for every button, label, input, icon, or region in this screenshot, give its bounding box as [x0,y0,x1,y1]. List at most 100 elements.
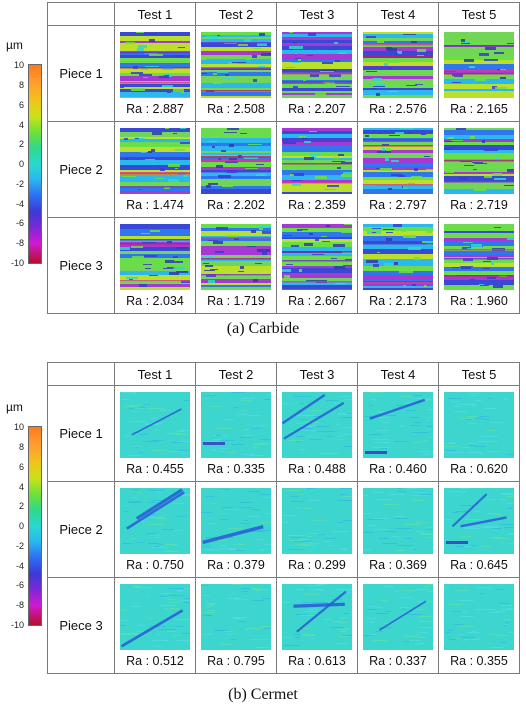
column-header: Test 4 [357,2,439,26]
ra-value: Ra : 0.460 [369,462,427,476]
colorbar-tick: 10 [13,60,24,70]
colorbar-tick: -10 [10,620,24,630]
colorbar-tick: 2 [18,501,24,511]
ra-value: Ra : 2.034 [126,294,184,308]
measurement-cell: Ra : 2.165 [438,25,520,122]
column-header: Test 5 [438,2,520,26]
ra-value: Ra : 0.455 [126,462,184,476]
surface-map-image [201,488,271,554]
carbide-panel: µm 10 8 6 4 2 0 -2 -4 -6 -8 -10 Test 1 T… [0,0,526,350]
measurement-cell: Ra : 1.719 [195,217,277,314]
measurement-cell: Ra : 0.379 [195,481,277,578]
colorbar-tick: -4 [15,561,24,571]
surface-map-image [282,224,352,290]
surface-map-image [282,392,352,458]
colorbar-tick: 4 [18,482,24,492]
surface-map-image [282,32,352,98]
carbide-table: Test 1 Test 2 Test 3 Test 4 Test 5 Piece… [47,2,520,314]
colorbar-tick: -6 [15,218,24,228]
ra-value: Ra : 2.667 [288,294,346,308]
surface-map-image [444,128,514,194]
surface-map-image [363,488,433,554]
header-row: Test 1 Test 2 Test 3 Test 4 Test 5 [47,2,520,26]
ra-value: Ra : 0.795 [207,654,265,668]
surface-map-image [282,584,352,650]
measurement-cell: Ra : 0.337 [357,577,439,674]
colorbar-tick: 8 [18,442,24,452]
surface-map-image [444,392,514,458]
table-row: Piece 3 Ra : 2.034 Ra : 1.719 Ra : 2.667… [47,217,520,314]
row-label: Piece 3 [47,217,115,314]
surface-map-image [444,584,514,650]
colorbar-tick: -8 [15,600,24,610]
column-header: Test 1 [114,2,196,26]
ra-value: Ra : 2.165 [450,102,508,116]
measurement-cell: Ra : 0.488 [276,385,358,482]
ra-value: Ra : 1.474 [126,198,184,212]
measurement-cell: Ra : 0.369 [357,481,439,578]
surface-map-image [120,32,190,98]
colorbar-tick: -8 [15,238,24,248]
column-header: Test 3 [276,2,358,26]
colorbar-tick: 0 [18,521,24,531]
surface-map-image [282,488,352,554]
surface-map-image [120,392,190,458]
colorbar-tick: -10 [10,258,24,268]
measurement-cell: Ra : 2.576 [357,25,439,122]
measurement-cell: Ra : 0.620 [438,385,520,482]
row-label: Piece 1 [47,25,115,122]
header-row: Test 1 Test 2 Test 3 Test 4 Test 5 [47,362,520,386]
row-label: Piece 3 [47,577,115,674]
ra-value: Ra : 0.750 [126,558,184,572]
surface-map-image [444,32,514,98]
surface-map-image [363,32,433,98]
surface-map-image [201,224,271,290]
column-header: Test 1 [114,362,196,386]
colorbar-gradient [28,426,42,626]
colorbar-tick: -6 [15,580,24,590]
ra-value: Ra : 0.645 [450,558,508,572]
measurement-cell: Ra : 2.508 [195,25,277,122]
colorbar-tick: 4 [18,120,24,130]
ra-value: Ra : 0.512 [126,654,184,668]
row-label: Piece 2 [47,481,115,578]
surface-map-image [282,128,352,194]
measurement-cell: Ra : 1.474 [114,121,196,218]
surface-map-image [363,224,433,290]
ra-value: Ra : 0.620 [450,462,508,476]
measurement-cell: Ra : 2.207 [276,25,358,122]
surface-map-image [120,584,190,650]
colorbar-tick: -4 [15,199,24,209]
surface-map-image [120,128,190,194]
surface-map-image [120,224,190,290]
measurement-cell: Ra : 2.667 [276,217,358,314]
ra-value: Ra : 2.202 [207,198,265,212]
ra-value: Ra : 1.719 [207,294,265,308]
measurement-cell: Ra : 2.173 [357,217,439,314]
measurement-cell: Ra : 0.750 [114,481,196,578]
ra-value: Ra : 2.887 [126,102,184,116]
ra-value: Ra : 0.355 [450,654,508,668]
colorbar-tick: 6 [18,462,24,472]
measurement-cell: Ra : 0.335 [195,385,277,482]
column-header: Test 4 [357,362,439,386]
table-row: Piece 1 Ra : 2.887 Ra : 2.508 Ra : 2.207… [47,25,520,122]
ra-value: Ra : 2.576 [369,102,427,116]
ra-value: Ra : 1.960 [450,294,508,308]
ra-value: Ra : 2.508 [207,102,265,116]
surface-map-image [363,584,433,650]
ra-value: Ra : 2.359 [288,198,346,212]
surface-map-image [201,32,271,98]
row-label: Piece 2 [47,121,115,218]
ra-value: Ra : 2.207 [288,102,346,116]
table-row: Piece 2 Ra : 1.474 Ra : 2.202 Ra : 2.359… [47,121,520,218]
measurement-cell: Ra : 0.455 [114,385,196,482]
cermet-table: Test 1 Test 2 Test 3 Test 4 Test 5 Piece… [47,362,520,674]
ra-value: Ra : 0.335 [207,462,265,476]
surface-map-image [201,128,271,194]
row-label: Piece 1 [47,385,115,482]
measurement-cell: Ra : 2.034 [114,217,196,314]
measurement-cell: Ra : 0.460 [357,385,439,482]
colorbar-unit: µm [6,38,23,52]
ra-value: Ra : 0.613 [288,654,346,668]
